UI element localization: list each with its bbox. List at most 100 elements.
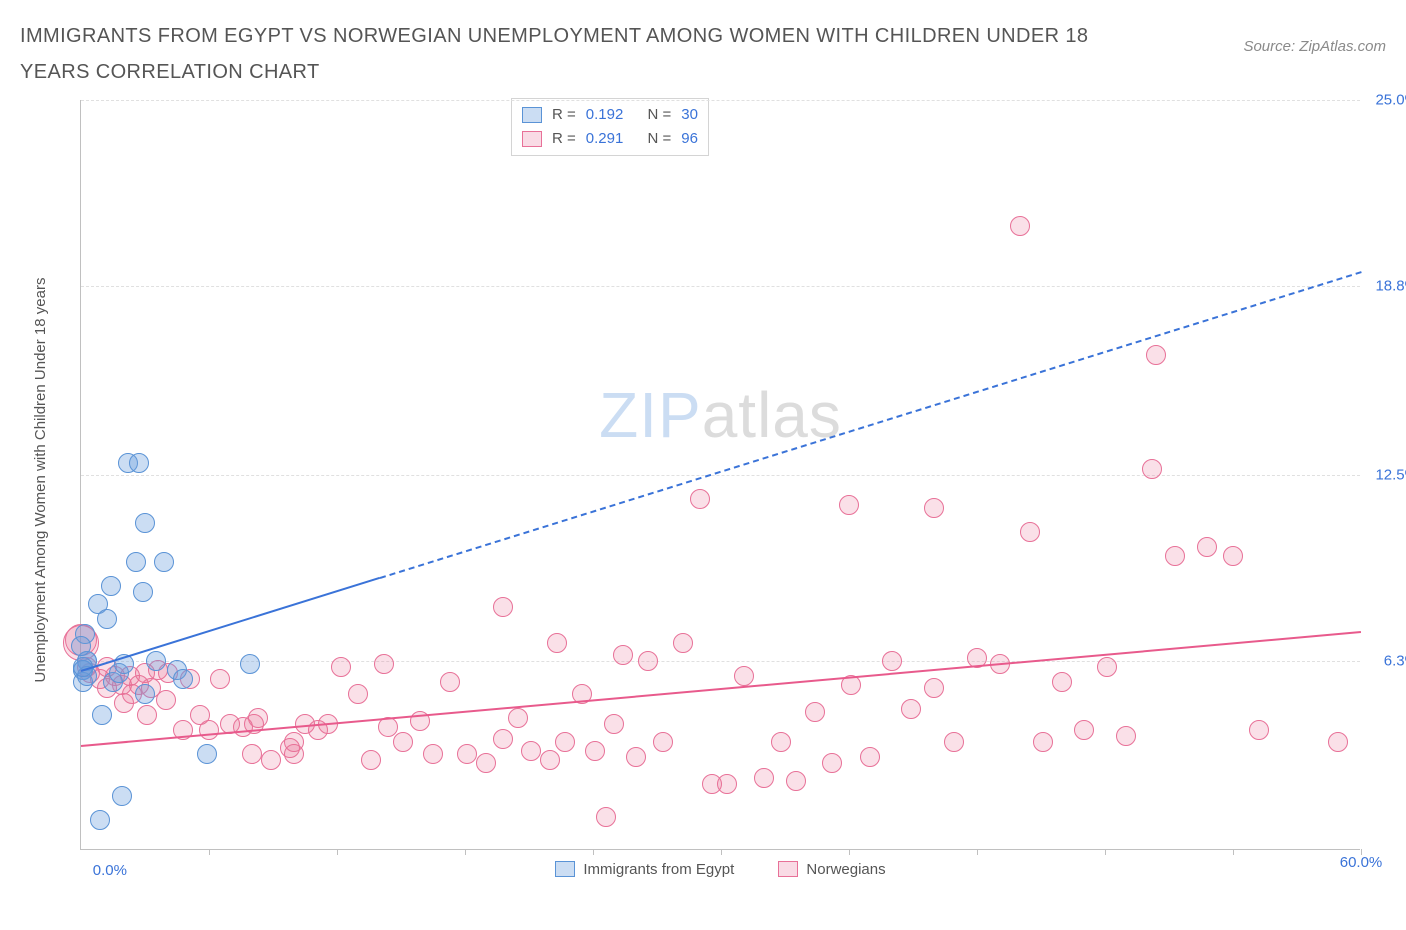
data-point	[361, 750, 381, 770]
data-point	[457, 744, 477, 764]
legend-item: Norwegians	[778, 861, 885, 878]
trend-line	[81, 631, 1361, 747]
swatch-blue-icon	[555, 861, 575, 877]
data-point	[1052, 672, 1072, 692]
r-label: R =	[552, 103, 576, 127]
data-point	[393, 732, 413, 752]
axis-zero-label: 0.0%	[75, 862, 127, 879]
swatch-pink-icon	[522, 131, 542, 147]
data-point	[805, 702, 825, 722]
x-tick-mark	[1233, 849, 1234, 855]
trend-line	[379, 271, 1361, 579]
data-point	[653, 732, 673, 752]
data-point	[135, 684, 155, 704]
data-point	[860, 747, 880, 767]
y-tick-label: 25.0%	[1366, 92, 1406, 109]
data-point	[717, 774, 737, 794]
data-point	[944, 732, 964, 752]
gridline	[81, 661, 1360, 662]
data-point	[1328, 732, 1348, 752]
data-point	[771, 732, 791, 752]
data-point	[493, 597, 513, 617]
data-point	[901, 699, 921, 719]
swatch-pink-icon	[778, 861, 798, 877]
data-point	[129, 453, 149, 473]
data-point	[626, 747, 646, 767]
gridline	[81, 475, 1360, 476]
data-point	[1097, 657, 1117, 677]
chart-container: Unemployment Among Women with Children U…	[40, 100, 1380, 890]
data-point	[331, 657, 351, 677]
legend-row: R = 0.291 N = 96	[522, 127, 698, 151]
data-point	[90, 810, 110, 830]
data-point	[555, 732, 575, 752]
data-point	[690, 489, 710, 509]
data-point	[1165, 546, 1185, 566]
data-point	[97, 609, 117, 629]
data-point	[1223, 546, 1243, 566]
data-point	[154, 552, 174, 572]
data-point	[242, 744, 262, 764]
correlation-legend: R = 0.192 N = 30 R = 0.291 N = 96	[511, 98, 709, 156]
data-point	[126, 552, 146, 572]
data-point	[1116, 726, 1136, 746]
y-tick-label: 18.8%	[1366, 278, 1406, 295]
data-point	[71, 636, 91, 656]
x-tick-mark	[849, 849, 850, 855]
legend-row: R = 0.192 N = 30	[522, 103, 698, 127]
data-point	[199, 720, 219, 740]
data-point	[92, 705, 112, 725]
data-point	[112, 786, 132, 806]
n-label: N =	[647, 127, 671, 151]
n-label: N =	[647, 103, 671, 127]
data-point	[133, 582, 153, 602]
data-point	[596, 807, 616, 827]
data-point	[547, 633, 567, 653]
data-point	[374, 654, 394, 674]
data-point	[197, 744, 217, 764]
r-value: 0.192	[586, 103, 624, 127]
data-point	[261, 750, 281, 770]
x-tick-mark	[721, 849, 722, 855]
data-point	[423, 744, 443, 764]
gridline	[81, 100, 1360, 101]
x-tick-mark	[465, 849, 466, 855]
data-point	[173, 669, 193, 689]
r-value: 0.291	[586, 127, 624, 151]
data-point	[839, 495, 859, 515]
data-point	[924, 498, 944, 518]
data-point	[240, 654, 260, 674]
data-point	[146, 651, 166, 671]
legend-label: Norwegians	[806, 861, 885, 878]
data-point	[156, 690, 176, 710]
watermark: ZIPatlas	[599, 378, 842, 452]
series-legend: Immigrants from Egypt Norwegians	[81, 861, 1360, 882]
swatch-blue-icon	[522, 107, 542, 123]
data-point	[440, 672, 460, 692]
data-point	[1010, 216, 1030, 236]
data-point	[210, 669, 230, 689]
data-point	[638, 651, 658, 671]
n-value: 30	[681, 103, 698, 127]
data-point	[585, 741, 605, 761]
data-point	[1146, 345, 1166, 365]
data-point	[101, 576, 121, 596]
data-point	[1033, 732, 1053, 752]
legend-label: Immigrants from Egypt	[583, 861, 734, 878]
x-tick-mark	[1105, 849, 1106, 855]
data-point	[1020, 522, 1040, 542]
data-point	[822, 753, 842, 773]
data-point	[493, 729, 513, 749]
plot-area: ZIPatlas R = 0.192 N = 30 R = 0.291 N = …	[80, 100, 1360, 850]
data-point	[248, 708, 268, 728]
r-label: R =	[552, 127, 576, 151]
data-point	[1142, 459, 1162, 479]
x-tick-mark	[977, 849, 978, 855]
x-tick-mark	[337, 849, 338, 855]
data-point	[1197, 537, 1217, 557]
data-point	[1074, 720, 1094, 740]
data-point	[135, 513, 155, 533]
data-point	[924, 678, 944, 698]
y-tick-label: 12.5%	[1366, 467, 1406, 484]
legend-item: Immigrants from Egypt	[555, 861, 734, 878]
